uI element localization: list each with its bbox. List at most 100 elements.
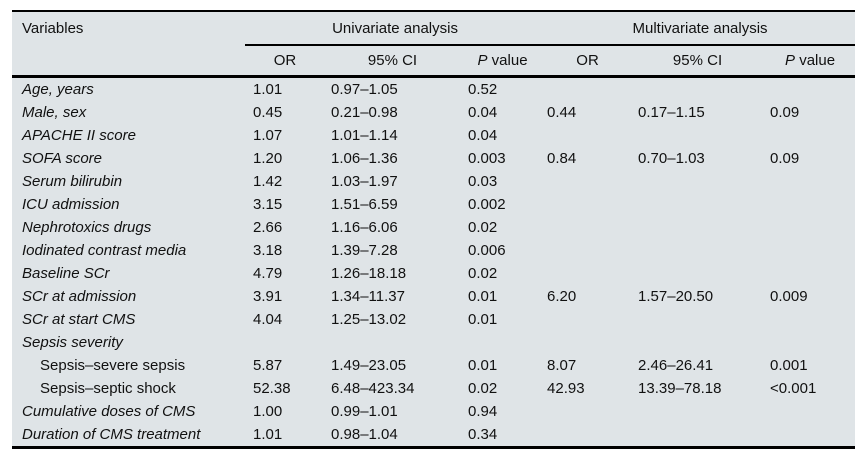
subheader-univariate-or: OR	[245, 45, 325, 78]
cell-univariate-p: 0.01	[468, 357, 498, 374]
cell-multivariate-p: 0.009	[770, 288, 808, 305]
table-row: Iodinated contrast media 3.18 1.39–7.28 0.0…	[12, 239, 855, 262]
p-value-label-rest: value	[799, 52, 836, 69]
cell-univariate-ci: 1.39–7.28	[331, 242, 398, 259]
group-header-multivariate: Multivariate analysis	[545, 11, 856, 46]
cell-multivariate-ci: 0.70–1.03	[638, 150, 705, 167]
cell-multivariate-or: 6.20	[547, 288, 577, 305]
table-row: Duration of CMS treatment 1.01 0.98–1.04 0.…	[12, 423, 855, 448]
cell-multivariate-p	[765, 216, 855, 239]
cell-univariate-or	[245, 331, 325, 354]
cell-univariate-or: 1.00	[253, 403, 283, 420]
cell-univariate-or: 4.79	[253, 265, 283, 282]
analysis-table: Variables Univariate analysis Multivaria…	[12, 10, 856, 449]
p-value-label-italic: P	[477, 52, 488, 69]
table-row: Cumulative doses of CMS 1.00 0.99–1.01 0.94	[12, 400, 855, 423]
analysis-table-container: Variables Univariate analysis Multivaria…	[12, 10, 856, 449]
cell-variable: ICU admission	[22, 196, 120, 213]
cell-univariate-p: 0.02	[468, 265, 498, 282]
cell-univariate-or: 3.18	[253, 242, 283, 259]
table-row: Sepsis–septic shock 52.38 6.48–423.34 0.02 4…	[12, 377, 855, 400]
cell-multivariate-p	[765, 262, 855, 285]
cell-multivariate-or	[545, 239, 630, 262]
table-header: Variables Univariate analysis Multivaria…	[12, 11, 856, 78]
cell-univariate-p: 0.94	[468, 403, 498, 420]
cell-univariate-ci: 1.06–1.36	[331, 150, 398, 167]
cell-multivariate-p: <0.001	[770, 380, 817, 397]
cell-univariate-or: 1.01	[253, 81, 283, 98]
table-row: SOFA score 1.20 1.06–1.36 0.003 0.84 0.70–1.0…	[12, 147, 855, 170]
group-header-univariate: Univariate analysis	[245, 11, 546, 46]
cell-univariate-ci: 1.51–6.59	[331, 196, 398, 213]
cell-univariate-or: 5.87	[253, 357, 283, 374]
cell-multivariate-p	[765, 193, 855, 216]
cell-univariate-ci: 0.98–1.04	[331, 426, 398, 443]
cell-variable: SCr at start CMS	[22, 311, 136, 328]
cell-univariate-p: 0.04	[468, 127, 498, 144]
cell-variable: SOFA score	[22, 150, 103, 167]
cell-univariate-p: 0.52	[468, 81, 498, 98]
cell-univariate-or: 1.07	[253, 127, 283, 144]
cell-univariate-p	[460, 331, 545, 354]
cell-multivariate-or	[545, 193, 630, 216]
cell-multivariate-ci: 2.46–26.41	[638, 357, 714, 374]
cell-multivariate-or	[545, 331, 630, 354]
cell-univariate-or: 1.20	[253, 150, 283, 167]
cell-univariate-or: 3.91	[253, 288, 283, 305]
table-row: SCr at start CMS 4.04 1.25–13.02 0.01	[12, 308, 855, 331]
cell-multivariate-or: 42.93	[547, 380, 585, 397]
cell-multivariate-or	[545, 308, 630, 331]
cell-multivariate-p	[765, 331, 855, 354]
cell-multivariate-or: 0.84	[547, 150, 577, 167]
column-header-variables: Variables	[12, 11, 245, 78]
table-row: SCr at admission 3.91 1.34–11.37 0.01 6.20 1.…	[12, 285, 855, 308]
table-row: Male, sex 0.45 0.21–0.98 0.04 0.44 0.17–1.15 0…	[12, 101, 855, 124]
group-header-row: Variables Univariate analysis Multivaria…	[12, 11, 856, 78]
table-row: Serum bilirubin 1.42 1.03–1.97 0.03	[12, 170, 855, 193]
cell-multivariate-p	[765, 308, 855, 331]
cell-variable: Duration of CMS treatment	[22, 426, 201, 443]
cell-univariate-or: 2.66	[253, 219, 283, 236]
table-body: Age, years 1.01 0.97–1.05 0.52 Male, sex 0.45…	[12, 77, 855, 448]
cell-multivariate-p	[765, 124, 855, 147]
cell-univariate-or: 0.45	[253, 104, 283, 121]
cell-multivariate-ci	[630, 193, 765, 216]
cell-multivariate-ci	[630, 77, 765, 102]
cell-multivariate-or	[545, 423, 630, 448]
cell-multivariate-ci	[630, 124, 765, 147]
subheader-multivariate-ci: 95% CI	[630, 45, 766, 78]
cell-univariate-p: 0.01	[468, 288, 498, 305]
subheader-row: OR 95% CI P value OR 95% CI P value	[12, 45, 856, 78]
cell-univariate-ci: 1.49–23.05	[331, 357, 407, 374]
cell-univariate-ci: 1.16–6.06	[331, 219, 398, 236]
cell-univariate-or: 3.15	[253, 196, 283, 213]
cell-univariate-ci: 1.25–13.02	[331, 311, 407, 328]
cell-multivariate-p	[765, 77, 855, 102]
table-row: Nephrotoxics drugs 2.66 1.16–6.06 0.02	[12, 216, 855, 239]
p-value-label-italic: P	[785, 52, 796, 69]
cell-multivariate-ci	[630, 216, 765, 239]
table-row: Baseline SCr 4.79 1.26–18.18 0.02	[12, 262, 855, 285]
cell-variable: Nephrotoxics drugs	[22, 219, 152, 236]
table-row: APACHE II score 1.07 1.01–1.14 0.04	[12, 124, 855, 147]
cell-multivariate-ci	[630, 331, 765, 354]
cell-multivariate-or	[545, 216, 630, 239]
cell-multivariate-ci	[630, 239, 765, 262]
cell-multivariate-ci: 0.17–1.15	[638, 104, 705, 121]
table-row: Sepsis–severe sepsis 5.87 1.49–23.05 0.01 8.…	[12, 354, 855, 377]
cell-variable: Cumulative doses of CMS	[22, 403, 196, 420]
cell-univariate-or: 52.38	[253, 380, 291, 397]
cell-multivariate-or	[545, 400, 630, 423]
subheader-univariate-ci: 95% CI	[325, 45, 460, 78]
cell-univariate-ci: 0.21–0.98	[331, 104, 398, 121]
cell-multivariate-ci	[630, 308, 765, 331]
cell-univariate-ci: 0.97–1.05	[331, 81, 398, 98]
table-row: ICU admission 3.15 1.51–6.59 0.002	[12, 193, 855, 216]
cell-multivariate-ci	[630, 170, 765, 193]
table-row: Age, years 1.01 0.97–1.05 0.52	[12, 77, 855, 102]
cell-multivariate-p: 0.001	[770, 357, 808, 374]
cell-univariate-p: 0.003	[468, 150, 506, 167]
cell-multivariate-or	[545, 262, 630, 285]
cell-univariate-or: 1.01	[253, 426, 283, 443]
cell-univariate-ci: 6.48–423.34	[331, 380, 415, 397]
